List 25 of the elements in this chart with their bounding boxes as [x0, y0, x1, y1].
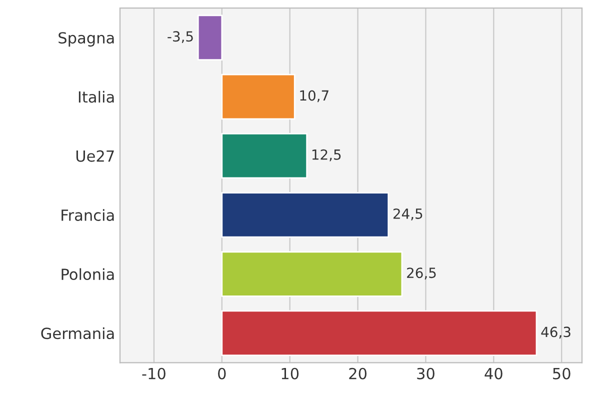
data-label: 24,5 — [393, 208, 422, 220]
y-tick-label: Ue27 — [76, 150, 114, 162]
y-tick-label: Germania — [41, 327, 114, 340]
y-tick-label: Polonia — [62, 268, 114, 280]
data-label: 26,5 — [407, 268, 436, 280]
x-tick-label: 50 — [553, 368, 570, 380]
bar — [221, 132, 308, 179]
x-tick-label: 0 — [218, 368, 226, 380]
bar — [221, 310, 538, 356]
bar — [221, 192, 390, 238]
bar — [197, 14, 223, 60]
bar — [221, 74, 296, 120]
bar — [221, 251, 403, 297]
x-tick-label: 30 — [417, 368, 434, 380]
y-tick-label: Spagna — [58, 32, 114, 47]
data-label: 46,3 — [541, 326, 570, 339]
x-tick-label: 10 — [282, 368, 299, 380]
x-tick-label: 40 — [484, 368, 502, 380]
data-label: 10,7 — [300, 90, 328, 102]
x-tick-label: 20 — [349, 368, 366, 380]
data-label: 12,5 — [312, 149, 341, 162]
x-tick-label: -10 — [142, 368, 166, 380]
y-tick-label: Francia — [62, 209, 114, 221]
data-label: -3,5 — [168, 31, 193, 44]
y-tick-label: Italia — [78, 90, 114, 103]
